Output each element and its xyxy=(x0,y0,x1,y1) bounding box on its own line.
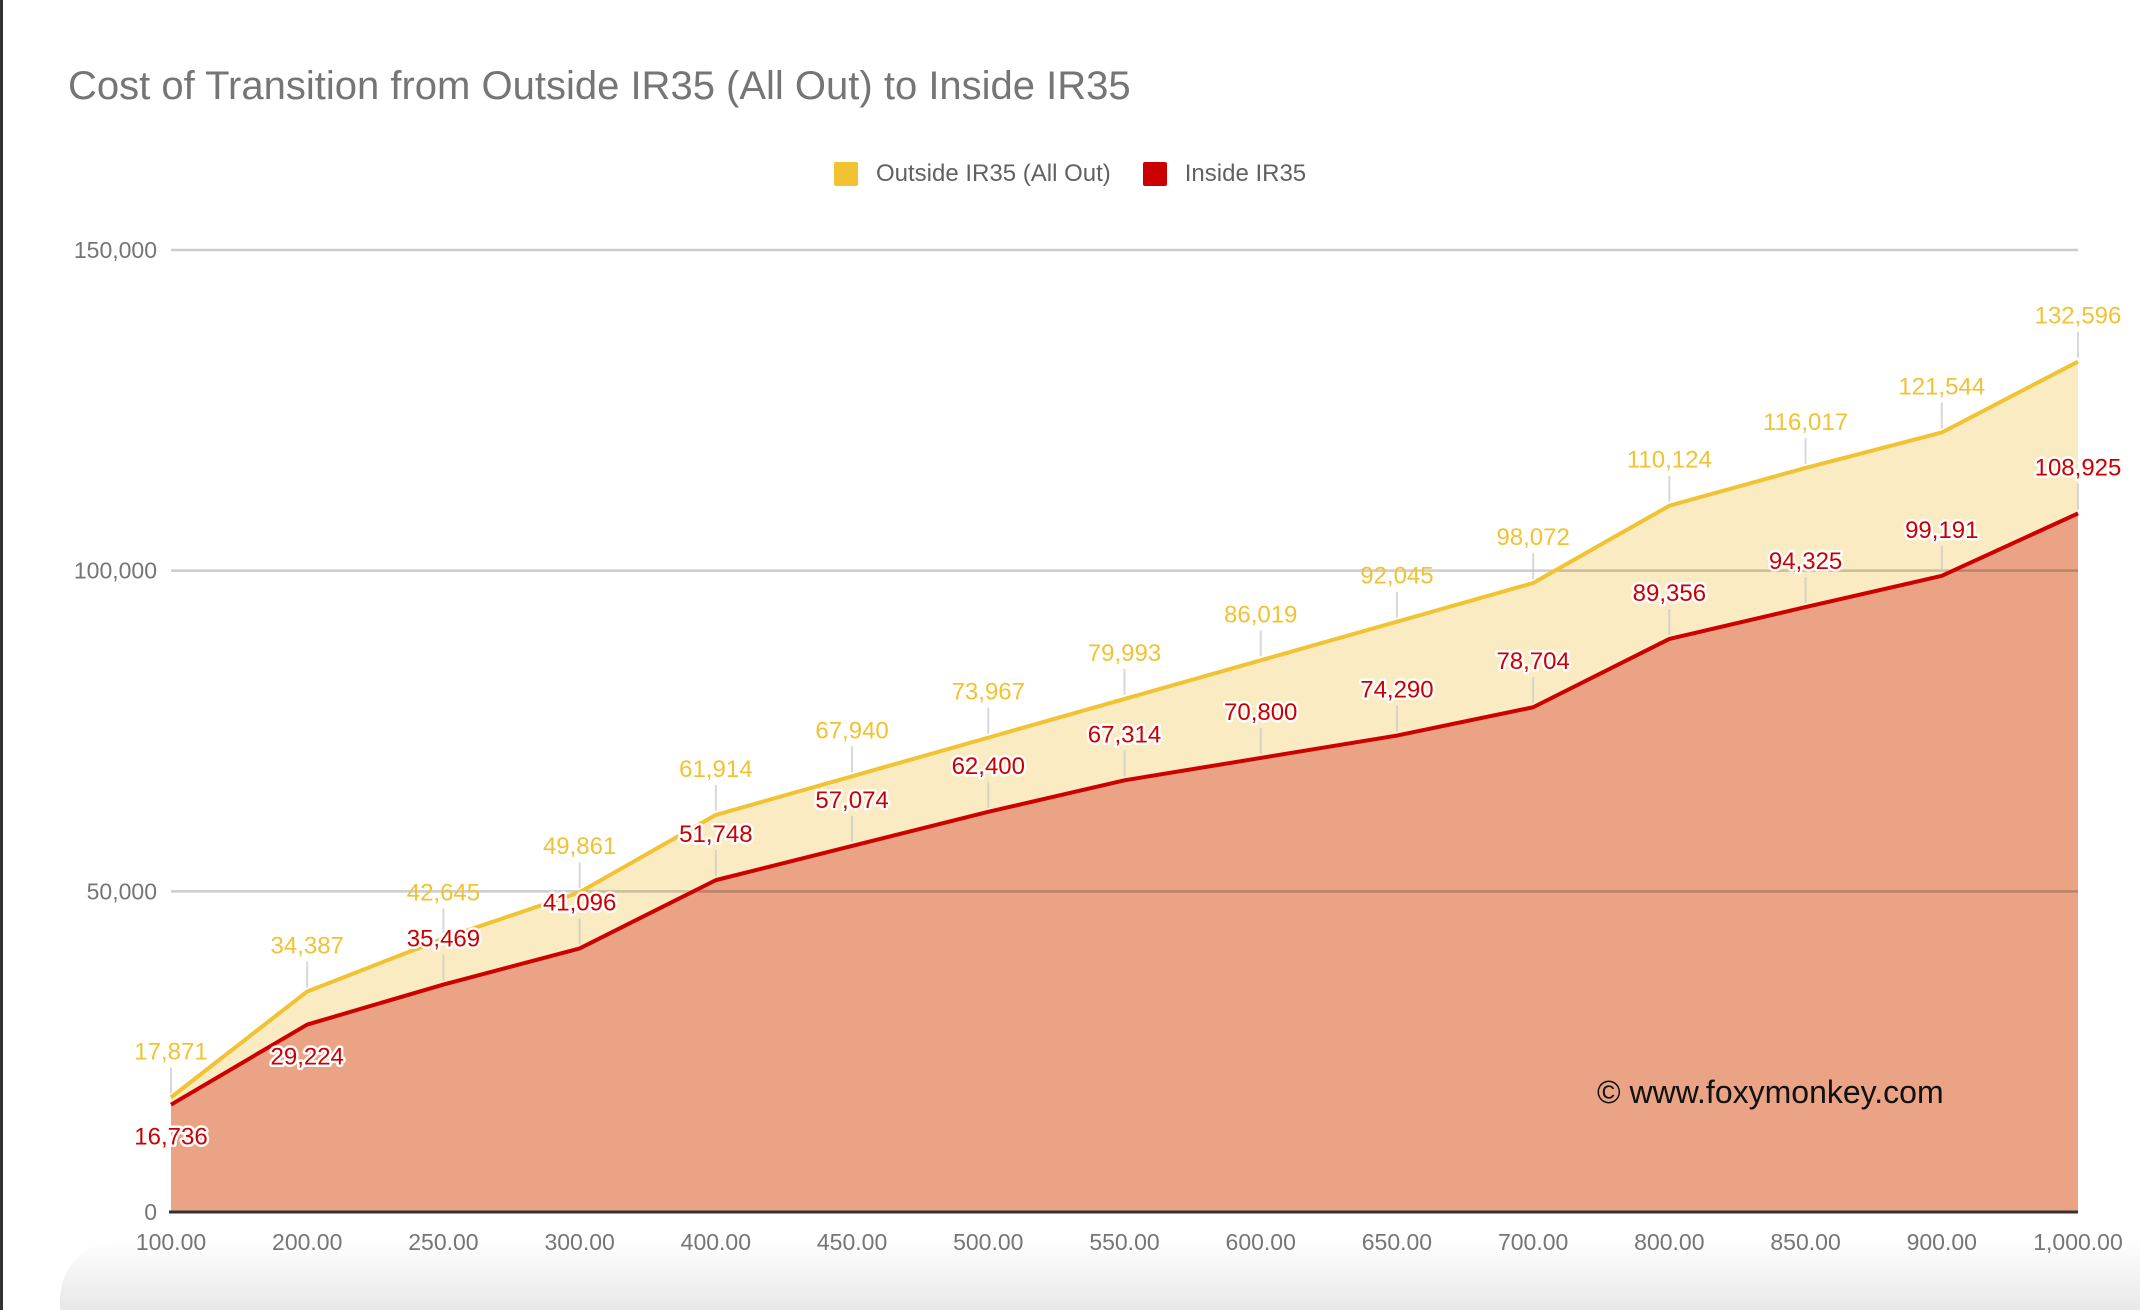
data-label-series-1: 41,096 xyxy=(543,889,616,916)
x-tick-label: 300.00 xyxy=(544,1229,614,1255)
data-label-series-0: 17,871 xyxy=(134,1038,207,1065)
data-label-series-1: 89,356 xyxy=(1633,580,1706,607)
y-tick-label: 0 xyxy=(144,1199,157,1225)
legend-swatch-inside xyxy=(1142,162,1167,186)
x-tick-label: 850.00 xyxy=(1770,1229,1840,1255)
data-label-series-0: 61,914 xyxy=(679,756,752,783)
data-label-series-0: 49,861 xyxy=(543,833,616,860)
x-tick-label: 650.00 xyxy=(1362,1229,1432,1255)
x-tick-label: 500.00 xyxy=(953,1229,1023,1255)
area-series-1 xyxy=(171,513,2078,1212)
x-tick-label: 800.00 xyxy=(1634,1229,1704,1255)
legend-item-inside[interactable]: Inside IR35 xyxy=(1142,160,1307,188)
data-label-series-1: 108,925 xyxy=(2035,454,2122,481)
data-label-series-0: 79,993 xyxy=(1088,640,1161,667)
data-label-series-0: 92,045 xyxy=(1360,563,1433,590)
x-tick-label: 200.00 xyxy=(272,1229,342,1255)
data-label-series-0: 73,967 xyxy=(952,679,1025,706)
data-label-series-0: 98,072 xyxy=(1496,524,1569,551)
data-label-series-0: 116,017 xyxy=(1763,409,1848,436)
data-label-series-0: 34,387 xyxy=(271,932,344,959)
x-tick-label: 450.00 xyxy=(817,1229,887,1255)
data-label-series-1: 35,469 xyxy=(407,926,480,953)
y-tick-label: 50,000 xyxy=(87,878,157,904)
data-label-series-1: 57,074 xyxy=(815,787,888,814)
data-label-series-1: 67,314 xyxy=(1088,721,1161,748)
x-tick-label: 1,000.00 xyxy=(2033,1229,2123,1255)
legend-label-outside: Outside IR35 (All Out) xyxy=(876,160,1111,187)
data-label-series-1: 70,800 xyxy=(1224,699,1297,726)
legend-label-inside: Inside IR35 xyxy=(1184,160,1307,187)
data-label-series-1: 29,224 xyxy=(271,1044,344,1071)
x-tick-label: 600.00 xyxy=(1226,1229,1296,1255)
data-label-series-1: 74,290 xyxy=(1360,677,1433,704)
data-label-series-0: 121,544 xyxy=(1898,373,1985,400)
legend-swatch-outside xyxy=(834,162,858,186)
watermark-annotation: © www.foxymonkey.com xyxy=(1597,1074,1944,1110)
data-label-series-0: 67,940 xyxy=(815,717,888,744)
chart-title: Cost of Transition from Outside IR35 (Al… xyxy=(68,64,1131,108)
data-label-series-1: 51,748 xyxy=(679,821,752,848)
window-left-border xyxy=(0,0,3,1310)
data-label-series-1: 62,400 xyxy=(952,753,1025,780)
x-tick-label: 550.00 xyxy=(1089,1229,1159,1255)
x-tick-label: 900.00 xyxy=(1907,1229,1977,1255)
line-series-0 xyxy=(169,359,2079,1099)
data-label-series-1: 16,736 xyxy=(134,1124,207,1151)
y-tick-label: 150,000 xyxy=(74,237,157,263)
legend: Outside IR35 (All Out) Inside IR35 xyxy=(834,160,1338,188)
data-label-series-0: 132,596 xyxy=(2035,303,2122,330)
x-tick-label: 400.00 xyxy=(681,1229,751,1255)
data-label-series-0: 110,124 xyxy=(1627,447,1712,474)
line-series-1 xyxy=(169,511,2079,1107)
x-tick-label: 700.00 xyxy=(1498,1229,1568,1255)
data-label-series-0: 86,019 xyxy=(1224,601,1297,628)
data-label-series-1: 99,191 xyxy=(1905,517,1978,544)
bottom-shadow xyxy=(60,1240,2140,1310)
x-tick-label: 250.00 xyxy=(408,1229,478,1255)
y-tick-label: 100,000 xyxy=(74,558,157,584)
x-tick-label: 100.00 xyxy=(136,1229,206,1255)
legend-item-outside[interactable]: Outside IR35 (All Out) xyxy=(834,160,1111,188)
data-label-series-0: 42,645 xyxy=(407,880,480,907)
data-label-series-1: 94,325 xyxy=(1769,548,1842,575)
data-label-series-1: 78,704 xyxy=(1496,648,1569,675)
